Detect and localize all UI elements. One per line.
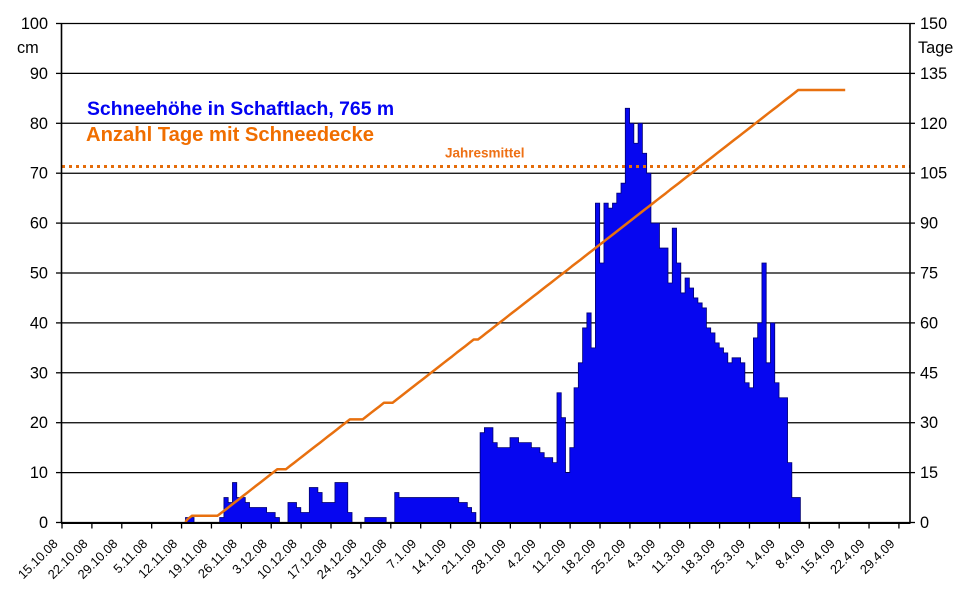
svg-text:0: 0 <box>920 514 929 532</box>
svg-text:75: 75 <box>920 265 938 283</box>
svg-text:100: 100 <box>21 15 48 33</box>
svg-text:Schneehöhe in Schaftlach, 765: Schneehöhe in Schaftlach, 765 m <box>87 98 394 120</box>
svg-text:Tage: Tage <box>918 39 953 57</box>
svg-text:80: 80 <box>30 115 48 133</box>
svg-text:45: 45 <box>920 364 938 382</box>
svg-text:30: 30 <box>30 364 48 382</box>
svg-text:10: 10 <box>30 464 48 482</box>
svg-text:15: 15 <box>920 464 938 482</box>
svg-text:60: 60 <box>30 215 48 233</box>
svg-text:150: 150 <box>920 15 947 33</box>
svg-text:40: 40 <box>30 314 48 332</box>
svg-text:90: 90 <box>30 65 48 83</box>
svg-text:105: 105 <box>920 165 947 183</box>
svg-text:1.4.09: 1.4.09 <box>742 536 778 572</box>
svg-text:Anzahl Tage mit Schneedecke: Anzahl Tage mit Schneedecke <box>86 124 374 146</box>
svg-text:20: 20 <box>30 414 48 432</box>
svg-text:120: 120 <box>920 115 947 133</box>
svg-text:Jahresmittel: Jahresmittel <box>445 146 525 161</box>
svg-text:70: 70 <box>30 165 48 183</box>
svg-text:30: 30 <box>920 414 938 432</box>
svg-text:cm: cm <box>17 39 39 57</box>
svg-text:0: 0 <box>39 514 48 532</box>
svg-text:60: 60 <box>920 314 938 332</box>
svg-text:135: 135 <box>920 65 947 83</box>
svg-text:50: 50 <box>30 265 48 283</box>
svg-text:90: 90 <box>920 215 938 233</box>
